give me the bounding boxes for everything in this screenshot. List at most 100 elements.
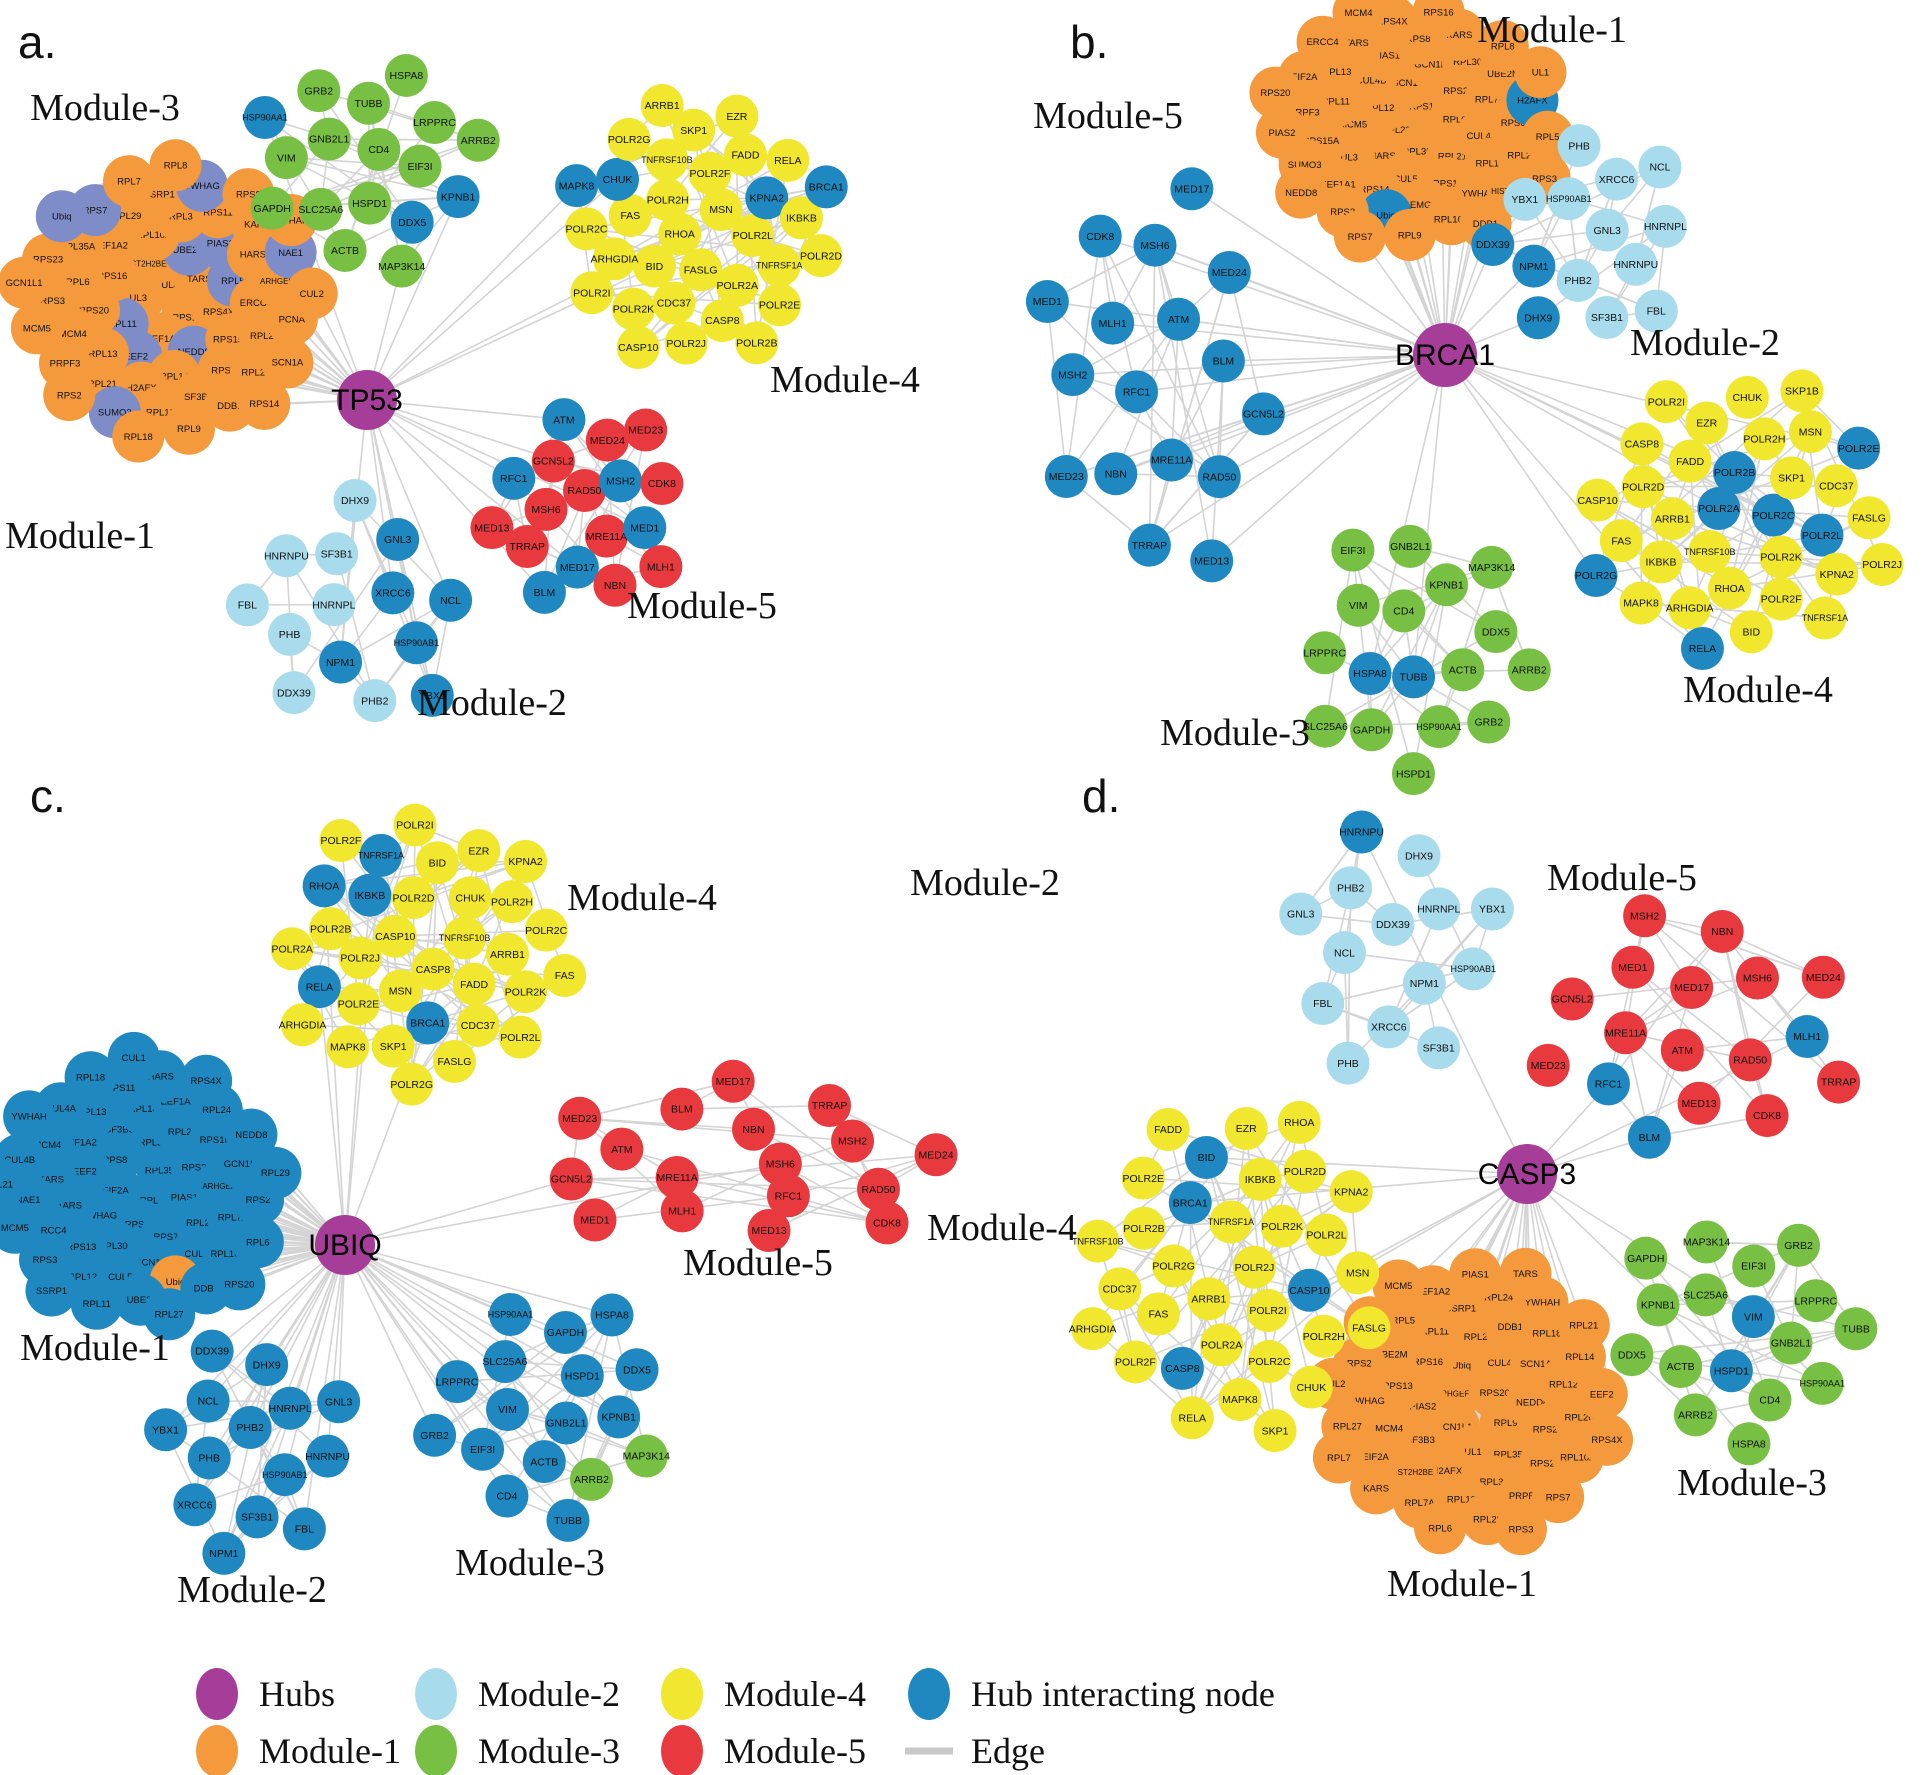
node-label-GAPDH: GAPDH (1353, 724, 1390, 736)
node-CUL1 (107, 1031, 160, 1084)
edge (223, 1455, 329, 1554)
node-RHOA (302, 864, 346, 908)
hub-node-CASP3 (1497, 1144, 1557, 1204)
node-label-KARS: KARS (1363, 1484, 1389, 1495)
node-label-RPS4X: RPS4X (191, 1076, 223, 1087)
node-label-POLR2C: POLR2C (1248, 1356, 1290, 1368)
node-label-NCL: NCL (198, 1396, 219, 1408)
node-label-POLR2K: POLR2K (1760, 552, 1801, 564)
node-MAP3K14 (1470, 545, 1514, 589)
node-label-CASP8: CASP8 (1165, 1363, 1200, 1375)
node-label-HSPD1: HSPD1 (1396, 768, 1431, 780)
node-POLR2F (1113, 1340, 1157, 1384)
node-label-RPL7: RPL7 (1327, 1453, 1351, 1464)
node-POLR2F (688, 151, 732, 195)
node-label-ACTB: ACTB (1667, 1361, 1695, 1373)
node-label-BRCA1: BRCA1 (809, 182, 844, 194)
node-label-MLH1: MLH1 (1793, 1031, 1821, 1043)
node-CASP8 (1620, 422, 1664, 466)
module-title-d-Module-5: Module-5 (1547, 857, 1697, 899)
node-label-GAPDH: GAPDH (254, 203, 291, 215)
node-label-RPL14: RPL14 (1565, 1352, 1594, 1363)
node-label-POLR2I: POLR2I (1249, 1305, 1286, 1317)
node-label-RPL5: RPL5 (221, 276, 245, 287)
node-NBN (1094, 452, 1138, 496)
node-label-HIST2H2BE: HIST2H2BE (123, 260, 167, 269)
node-label-RPS8: RPS8 (236, 189, 261, 200)
node-label-POLR2L: POLR2L (733, 230, 773, 242)
node-ARRB2 (1507, 648, 1551, 692)
node-label-EEF2: EEF2 (73, 1167, 97, 1178)
node-CDK8 (865, 1201, 909, 1245)
node-label-ARRB1: ARRB1 (1655, 513, 1690, 525)
node-HNRNPL (1643, 204, 1687, 248)
node-label-ACTB: ACTB (1449, 664, 1477, 676)
node-POLR2F (319, 819, 363, 863)
node-SKP1 (1253, 1409, 1297, 1453)
node-label-CDK8: CDK8 (648, 478, 676, 490)
node-label-GAPDH: GAPDH (1627, 1253, 1664, 1265)
node-label-MED23: MED23 (628, 425, 663, 437)
node-POLR2A (1697, 487, 1741, 531)
legend-swatch-Module-4 (661, 1668, 703, 1720)
node-ARHGDIA (592, 237, 636, 281)
node-label-BLM: BLM (1639, 1132, 1661, 1144)
node-label-RPS26: RPS26 (1530, 1459, 1560, 1470)
node-label-POLR2I: POLR2I (1648, 396, 1685, 408)
node-label-NPM1: NPM1 (326, 657, 355, 669)
node-label-ARHGEF4: ARHGEF4 (1436, 1389, 1474, 1398)
node-label-SCN1A: SCN1A (1392, 78, 1424, 89)
node-GRB2 (413, 1413, 457, 1457)
node-label-CD4: CD4 (368, 144, 389, 156)
node-RPS7 (1532, 1471, 1585, 1524)
node-label-MRE11A: MRE11A (657, 1172, 698, 1184)
node-label-POLR2L: POLR2L (1306, 1230, 1346, 1242)
node-label-RPL35A: RPL35A (60, 241, 96, 252)
node-label-H2AFX: H2AFX (126, 383, 157, 394)
panel-d: ARHGEF4 RPS20 GCN1L1 Ubiq RPL9 PIAS2 CUL4A UL1 R… (910, 770, 1878, 1605)
node-label-POLR2G: POLR2G (608, 134, 651, 146)
node-TRRAP (1127, 523, 1171, 567)
node-label-FADD: FADD (1676, 456, 1704, 468)
node-HNRNPU (1340, 810, 1384, 854)
hub-edge (1412, 354, 1446, 677)
node-label-PIAS1: PIAS1 (171, 1192, 198, 1203)
node-label-SF3B1: SF3B1 (241, 1512, 273, 1524)
node-label-EIF2A: EIF2A (1362, 1452, 1389, 1463)
node-label-Ubiq: Ubiq (52, 212, 72, 223)
node-label-POLR2C: POLR2C (1752, 510, 1794, 522)
node-CHUK (448, 876, 492, 920)
edge (1097, 1156, 1207, 1242)
node-label-NPM1: NPM1 (1410, 978, 1439, 990)
node-label-POLR2B: POLR2B (1714, 467, 1755, 479)
node-label-CASP8: CASP8 (705, 315, 740, 327)
node-label-SLC25A6: SLC25A6 (298, 204, 343, 216)
node-label-POLR2I: POLR2I (573, 287, 610, 299)
node-POLR2I (1246, 1289, 1290, 1333)
node-label-RPL29: RPL29 (261, 1168, 290, 1179)
node-MED1 (623, 506, 667, 550)
node-label-RPL35A: RPL35A (145, 1165, 181, 1176)
node-label-RPL13: RPL13 (89, 349, 118, 360)
node-label-MSN: MSN (1346, 1268, 1369, 1280)
node-NCL (186, 1379, 230, 1423)
node-label-RPS8: RPS8 (103, 1155, 128, 1166)
hub-edge (344, 1244, 506, 1363)
node-RPL29 (249, 1146, 302, 1199)
node-FAS (1136, 1292, 1180, 1336)
node-label-RPL21: RPL21 (88, 379, 117, 390)
node-POLR2B (309, 907, 353, 951)
node-label-RPS3: RPS3 (33, 1255, 58, 1266)
node-POLR2H (646, 178, 690, 222)
node-YBX1 (1470, 887, 1514, 931)
node-label-IKBKB: IKBKB (1245, 1174, 1276, 1186)
node-label-RPL6: RPL6 (1428, 1524, 1452, 1535)
node-label-ARRB2: ARRB2 (574, 1474, 609, 1486)
node-RELA (1170, 1396, 1214, 1440)
node-label-POLR2F: POLR2F (1115, 1357, 1156, 1369)
node-TRRAP (1817, 1060, 1861, 1104)
node-label-FBL: FBL (238, 600, 257, 612)
node-LRPPRC (413, 101, 457, 145)
edge (335, 553, 376, 701)
node-label-RHOA: RHOA (309, 881, 339, 893)
